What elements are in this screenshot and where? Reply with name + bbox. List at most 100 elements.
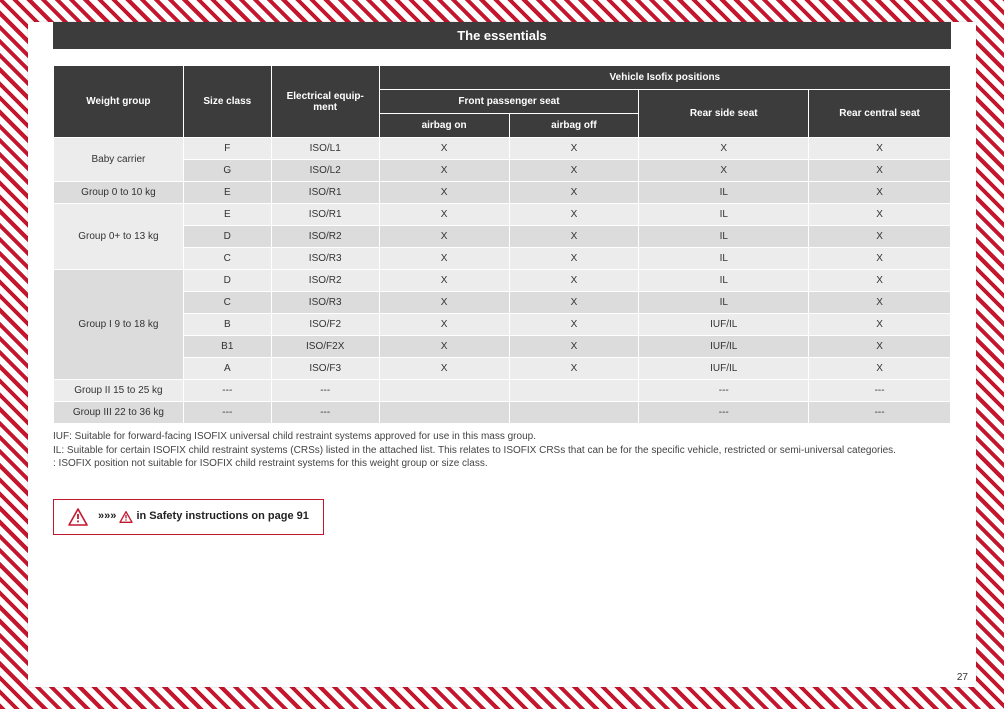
cell-rear-side: IUF/IL bbox=[639, 336, 809, 358]
cell-rear-side: IL bbox=[639, 248, 809, 270]
cell-rear-side: IUF/IL bbox=[639, 314, 809, 336]
table-body: Baby carrierFISO/L1XXXXGISO/L2XXXXGroup … bbox=[54, 138, 951, 424]
warning-triangle-icon bbox=[68, 508, 88, 526]
cell-equipment: ISO/F2X bbox=[271, 336, 379, 358]
table-row: CISO/R3XXILX bbox=[54, 248, 951, 270]
warning-text: »»» in Safety instructions on page 91 bbox=[98, 510, 309, 522]
cell-equipment: ISO/R2 bbox=[271, 226, 379, 248]
cell-size-class: E bbox=[183, 204, 271, 226]
cell-rear-side: IL bbox=[639, 292, 809, 314]
cell-equipment: ISO/L2 bbox=[271, 160, 379, 182]
cell-size-class: D bbox=[183, 226, 271, 248]
cell-airbag-off: X bbox=[509, 314, 639, 336]
table-row: AISO/F3XXIUF/ILX bbox=[54, 358, 951, 380]
cell-size-class: B bbox=[183, 314, 271, 336]
cell-airbag-on: X bbox=[379, 248, 509, 270]
cell-rear-central: X bbox=[809, 270, 951, 292]
cell-size-class: D bbox=[183, 270, 271, 292]
cell-airbag-on: X bbox=[379, 138, 509, 160]
table-row: Group II 15 to 25 kg------------ bbox=[54, 380, 951, 402]
th-electrical-equipment: Electrical equip- ment bbox=[271, 66, 379, 138]
content-area: Weight group Size class Electrical equip… bbox=[28, 49, 976, 535]
table-row: CISO/R3XXILX bbox=[54, 292, 951, 314]
cell-rear-central: X bbox=[809, 336, 951, 358]
th-airbag-off: airbag off bbox=[509, 114, 639, 138]
cell-rear-side: IL bbox=[639, 182, 809, 204]
isofix-table: Weight group Size class Electrical equip… bbox=[53, 65, 951, 424]
cell-weight-group: Group II 15 to 25 kg bbox=[54, 380, 184, 402]
cell-airbag-on: X bbox=[379, 226, 509, 248]
cell-airbag-on bbox=[379, 402, 509, 424]
cell-airbag-on bbox=[379, 380, 509, 402]
table-row: BISO/F2XXIUF/ILX bbox=[54, 314, 951, 336]
warning-inline-triangle-icon bbox=[119, 511, 133, 523]
notes-block: IUF: Suitable for forward-facing ISOFIX … bbox=[53, 430, 951, 471]
cell-rear-central: X bbox=[809, 314, 951, 336]
th-rear-side: Rear side seat bbox=[639, 90, 809, 138]
cell-rear-side: IL bbox=[639, 204, 809, 226]
cell-rear-side: X bbox=[639, 138, 809, 160]
th-size-class: Size class bbox=[183, 66, 271, 138]
cell-equipment: ISO/L1 bbox=[271, 138, 379, 160]
cell-size-class: --- bbox=[183, 402, 271, 424]
cell-rear-central: X bbox=[809, 292, 951, 314]
cell-airbag-off: X bbox=[509, 358, 639, 380]
cell-airbag-off: X bbox=[509, 204, 639, 226]
cell-weight-group: Group I 9 to 18 kg bbox=[54, 270, 184, 380]
th-vehicle-positions: Vehicle Isofix positions bbox=[379, 66, 950, 90]
cell-size-class: F bbox=[183, 138, 271, 160]
cell-equipment: ISO/R3 bbox=[271, 292, 379, 314]
cell-size-class: C bbox=[183, 292, 271, 314]
warning-box: »»» in Safety instructions on page 91 bbox=[53, 499, 324, 535]
table-row: GISO/L2XXXX bbox=[54, 160, 951, 182]
cell-airbag-off: X bbox=[509, 270, 639, 292]
cell-airbag-on: X bbox=[379, 270, 509, 292]
cell-equipment: ISO/F3 bbox=[271, 358, 379, 380]
header-row-1: Weight group Size class Electrical equip… bbox=[54, 66, 951, 90]
cell-equipment: ISO/R3 bbox=[271, 248, 379, 270]
cell-equipment: --- bbox=[271, 402, 379, 424]
cell-airbag-off: X bbox=[509, 292, 639, 314]
cell-airbag-off: X bbox=[509, 248, 639, 270]
th-airbag-on: airbag on bbox=[379, 114, 509, 138]
cell-rear-side: --- bbox=[639, 380, 809, 402]
cell-airbag-on: X bbox=[379, 204, 509, 226]
cell-equipment: ISO/F2 bbox=[271, 314, 379, 336]
cell-rear-central: --- bbox=[809, 380, 951, 402]
cell-equipment: ISO/R1 bbox=[271, 204, 379, 226]
th-rear-central: Rear central seat bbox=[809, 90, 951, 138]
table-row: Group 0+ to 13 kgEISO/R1XXILX bbox=[54, 204, 951, 226]
cell-rear-central: X bbox=[809, 160, 951, 182]
cell-airbag-on: X bbox=[379, 336, 509, 358]
note-iuf: IUF: Suitable for forward-facing ISOFIX … bbox=[53, 430, 951, 444]
cell-weight-group: Group 0 to 10 kg bbox=[54, 182, 184, 204]
cell-rear-side: IUF/IL bbox=[639, 358, 809, 380]
table-row: Baby carrierFISO/L1XXXX bbox=[54, 138, 951, 160]
cell-airbag-off bbox=[509, 402, 639, 424]
cell-rear-central: X bbox=[809, 204, 951, 226]
cell-rear-central: X bbox=[809, 248, 951, 270]
cell-weight-group: Group 0+ to 13 kg bbox=[54, 204, 184, 270]
warning-prefix: »»» bbox=[98, 510, 116, 522]
cell-size-class: B1 bbox=[183, 336, 271, 358]
note-il: IL: Suitable for certain ISOFIX child re… bbox=[53, 444, 951, 458]
table-row: Group I 9 to 18 kgDISO/R2XXILX bbox=[54, 270, 951, 292]
note-x: : ISOFIX position not suitable for ISOFI… bbox=[53, 457, 951, 471]
cell-airbag-off: X bbox=[509, 336, 639, 358]
cell-size-class: A bbox=[183, 358, 271, 380]
cell-airbag-on: X bbox=[379, 292, 509, 314]
cell-equipment: --- bbox=[271, 380, 379, 402]
cell-rear-central: X bbox=[809, 182, 951, 204]
cell-airbag-on: X bbox=[379, 314, 509, 336]
cell-size-class: G bbox=[183, 160, 271, 182]
table-row: Group 0 to 10 kgEISO/R1XXILX bbox=[54, 182, 951, 204]
cell-rear-central: X bbox=[809, 226, 951, 248]
page-title: The essentials bbox=[53, 22, 951, 49]
cell-airbag-on: X bbox=[379, 160, 509, 182]
cell-rear-side: IL bbox=[639, 226, 809, 248]
cell-airbag-off: X bbox=[509, 226, 639, 248]
warning-suffix: in Safety instructions on page 91 bbox=[133, 510, 308, 522]
cell-rear-central: --- bbox=[809, 402, 951, 424]
page-number: 27 bbox=[957, 672, 968, 683]
cell-weight-group: Baby carrier bbox=[54, 138, 184, 182]
